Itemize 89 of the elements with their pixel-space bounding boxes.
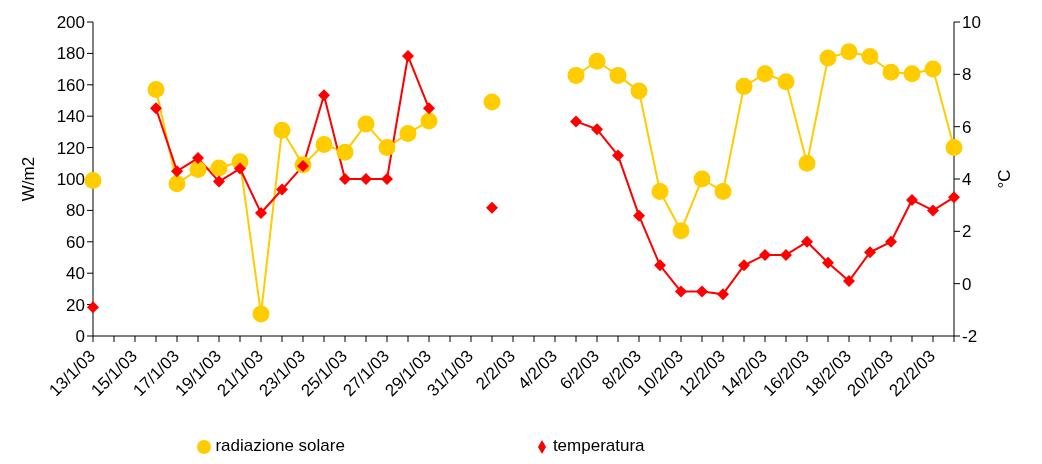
point (336, 143, 354, 161)
point (675, 285, 687, 298)
point (192, 152, 204, 165)
point (486, 201, 498, 214)
legend-label: temperatura (552, 436, 645, 455)
point (423, 102, 435, 115)
point (168, 175, 186, 193)
point (147, 81, 165, 99)
point (273, 121, 291, 139)
y2-tick-label: 2 (962, 222, 972, 242)
point (948, 191, 960, 204)
point (633, 209, 645, 222)
point (84, 172, 102, 190)
y-tick-label: 140 (56, 107, 85, 127)
point (843, 275, 855, 288)
point (696, 285, 708, 298)
point (255, 207, 267, 220)
y-tick-label: 120 (56, 138, 85, 158)
point (717, 288, 729, 301)
point (903, 65, 921, 83)
point (357, 115, 375, 133)
point (759, 248, 771, 261)
point (567, 66, 585, 84)
point (276, 183, 288, 196)
point (840, 43, 858, 61)
point (612, 149, 624, 162)
point (252, 305, 270, 323)
point (672, 222, 690, 240)
y2-tick-label: 0 (962, 274, 972, 294)
y-tick-label: 160 (56, 75, 85, 95)
point (780, 248, 792, 261)
point (150, 102, 162, 115)
point (609, 66, 627, 84)
point (693, 170, 711, 188)
point (654, 259, 666, 272)
point (822, 256, 834, 269)
point (882, 63, 900, 81)
y-tick-label: 80 (66, 201, 85, 221)
point (318, 89, 330, 102)
point (756, 65, 774, 83)
y2-tick-label: 4 (962, 170, 972, 190)
y2-tick-label: 8 (962, 65, 972, 85)
point (801, 235, 813, 248)
point (360, 173, 372, 185)
point (735, 77, 753, 95)
point (864, 246, 876, 259)
y2-tick-label: 10 (962, 13, 981, 33)
y-tick-label: 0 (75, 327, 85, 347)
legend-label: radiazione solare (215, 436, 345, 455)
point (906, 193, 918, 206)
y-tick-label: 20 (66, 295, 85, 315)
y-tick-label: 200 (56, 13, 85, 33)
point (189, 161, 207, 179)
point (777, 73, 795, 91)
y-axis-title: W/m2 (19, 156, 39, 202)
y2-tick-label: -2 (962, 327, 978, 347)
point (570, 115, 582, 128)
point (738, 259, 750, 272)
point (381, 173, 393, 185)
point (315, 135, 333, 153)
point (483, 93, 501, 111)
point (651, 183, 669, 201)
y2-tick-label: 6 (962, 117, 972, 137)
point (927, 204, 939, 217)
point (885, 235, 897, 248)
y2-axis-title: °C (995, 169, 1015, 189)
point (87, 301, 99, 314)
point (630, 82, 648, 100)
point (591, 123, 603, 136)
point (714, 183, 732, 201)
point (171, 165, 183, 178)
point (402, 50, 414, 63)
point (819, 49, 837, 67)
point (339, 173, 351, 185)
point (378, 139, 396, 157)
point (798, 154, 816, 172)
point (399, 124, 417, 142)
point (588, 52, 606, 70)
point (861, 48, 879, 66)
point (234, 162, 246, 175)
y-tick-label: 60 (66, 232, 85, 252)
point (924, 60, 942, 78)
point (945, 139, 963, 157)
point (210, 159, 228, 177)
point (213, 175, 225, 188)
y-tick-label: 100 (56, 170, 85, 190)
y-tick-label: 40 (66, 264, 85, 284)
y-tick-label: 180 (56, 44, 85, 64)
point (420, 112, 438, 130)
